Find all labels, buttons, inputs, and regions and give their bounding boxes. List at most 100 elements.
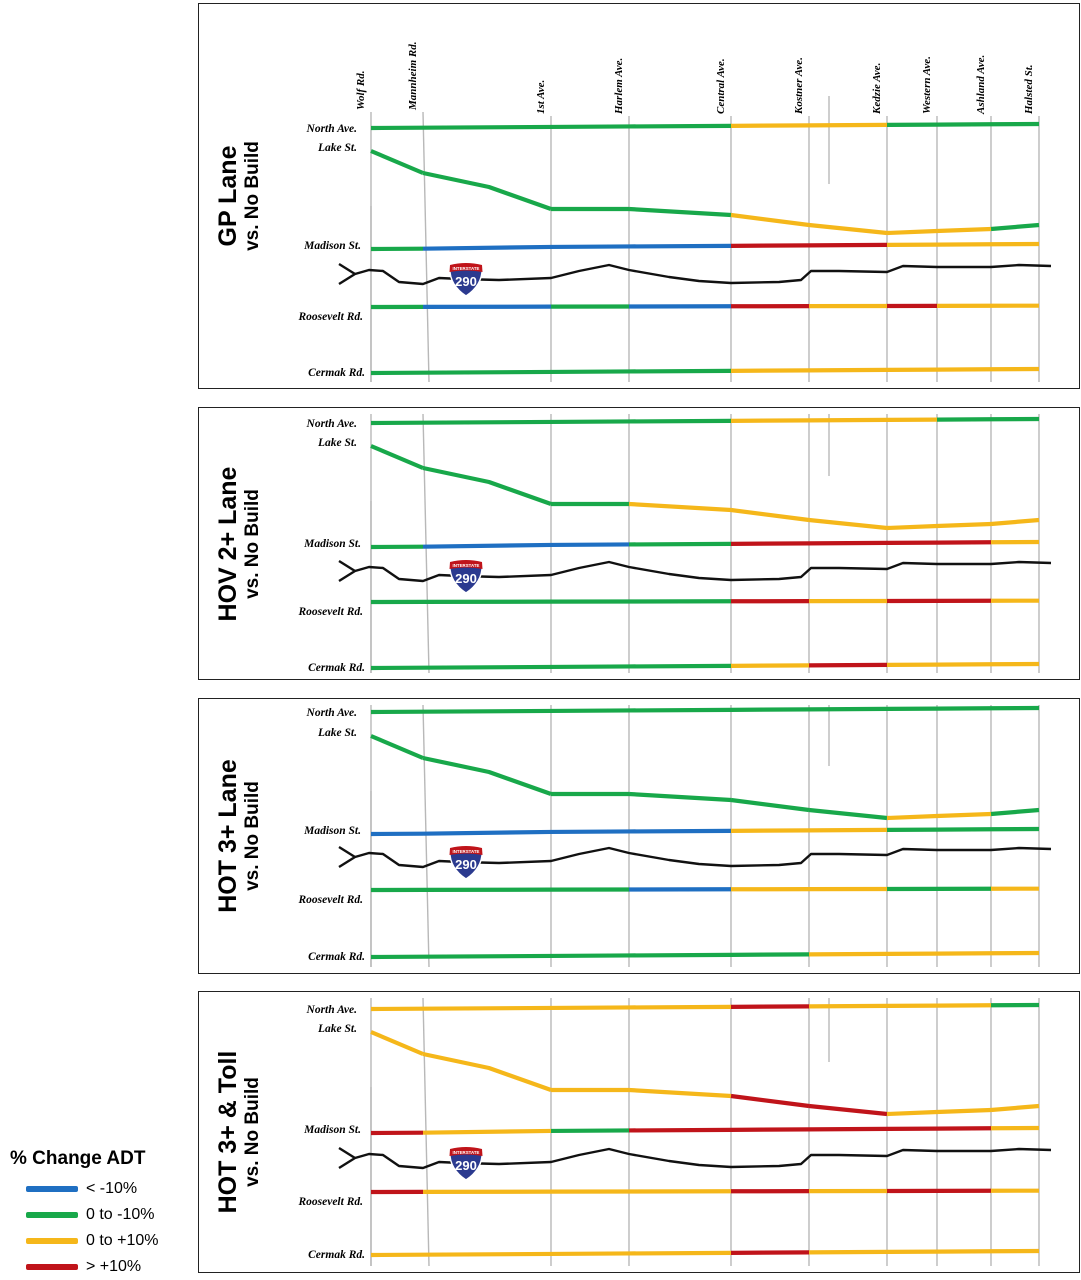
lake-st-segment — [991, 810, 1039, 814]
lake-st-segment — [887, 526, 937, 528]
lake-st-segment — [629, 1090, 731, 1096]
road-label-lake-st: Lake St. — [207, 1022, 357, 1036]
north-ave-segment — [629, 126, 731, 127]
street-label: Wolf Rd. — [355, 70, 367, 110]
street-label: Kedzie Ave. — [871, 63, 883, 114]
lake-st-segment — [423, 1054, 551, 1090]
madison-st-segment — [629, 831, 731, 832]
street-label: Western Ave. — [921, 56, 933, 114]
lake-st-segment — [731, 800, 809, 810]
lake-st-segment — [937, 524, 991, 526]
road-label-north-ave: North Ave. — [207, 122, 357, 136]
legend-swatch — [26, 1238, 78, 1244]
cermak-rd-segment — [423, 372, 551, 373]
shield-number: 290 — [455, 1158, 477, 1173]
interstate-shield-icon: INTERSTATE 290 — [447, 845, 485, 881]
lake-st-segment — [809, 520, 887, 528]
north-ave-segment — [629, 710, 731, 711]
road-label-cermak-rd: Cermak Rd. — [215, 1248, 365, 1262]
lake-st-segment — [937, 1110, 991, 1112]
road-label-roosevelt-rd: Roosevelt Rd. — [213, 893, 363, 907]
madison-st-segment — [423, 247, 551, 249]
road-label-north-ave: North Ave. — [207, 706, 357, 720]
legend-title: % Change ADT — [10, 1148, 190, 1170]
shield-band-text: INTERSTATE — [453, 849, 480, 854]
road-label-madison-st: Madison St. — [211, 537, 361, 551]
street-label: Ashland Ave. — [975, 55, 987, 114]
shield-band-text: INTERSTATE — [453, 563, 480, 568]
street-label: Harlem Ave. — [613, 58, 625, 114]
lake-st-segment — [887, 231, 937, 233]
lake-st-segment — [371, 736, 423, 758]
street-label: Mannheim Rd. — [407, 42, 419, 110]
lake-st-segment — [887, 816, 937, 818]
street-label: Central Ave. — [715, 58, 727, 114]
lake-st-segment — [937, 814, 991, 816]
legend: % Change ADT < -10% 0 to -10% 0 to +10% > +… — [10, 1148, 190, 1280]
madison-st-segment — [423, 832, 551, 834]
i290-freeway-line — [339, 264, 1051, 284]
legend-label: 0 to +10% — [86, 1232, 159, 1250]
road-label-roosevelt-rd: Roosevelt Rd. — [213, 1195, 363, 1209]
lake-st-segment — [423, 758, 551, 794]
cermak-rd-segment — [629, 371, 731, 372]
road-label-madison-st: Madison St. — [211, 824, 361, 838]
legend-swatch — [26, 1212, 78, 1218]
lake-st-segment — [731, 1096, 809, 1106]
north-ave-segment — [629, 421, 731, 422]
street-label: 1st Ave. — [535, 80, 547, 114]
shield-number: 290 — [455, 571, 477, 586]
lake-st-segment — [809, 810, 887, 818]
lake-st-segment — [809, 225, 887, 233]
street-label: Halsted St. — [1023, 64, 1035, 114]
road-label-cermak-rd: Cermak Rd. — [215, 661, 365, 675]
road-label-cermak-rd: Cermak Rd. — [215, 366, 365, 380]
corridor-map — [199, 4, 1078, 387]
lake-st-segment — [371, 151, 423, 173]
north-ave-segment — [423, 1008, 551, 1009]
interstate-shield-icon: INTERSTATE 290 — [447, 262, 485, 298]
north-ave-segment — [423, 711, 551, 712]
lake-st-segment — [887, 1112, 937, 1114]
i290-freeway-line — [339, 561, 1051, 581]
shield-band-text: INTERSTATE — [453, 266, 480, 271]
madison-st-segment — [629, 544, 731, 545]
i290-freeway-line — [339, 1148, 1051, 1168]
lake-st-segment — [423, 173, 551, 209]
road-label-lake-st: Lake St. — [207, 726, 357, 740]
street-line — [423, 705, 429, 967]
road-label-madison-st: Madison St. — [211, 239, 361, 253]
madison-st-segment — [423, 1131, 551, 1133]
road-label-roosevelt-rd: Roosevelt Rd. — [213, 310, 363, 324]
street-line — [423, 414, 429, 673]
cermak-rd-segment — [423, 956, 551, 957]
north-ave-segment — [629, 1007, 731, 1008]
legend-swatch — [26, 1264, 78, 1270]
legend-label: < -10% — [86, 1180, 137, 1198]
madison-st-segment — [629, 246, 731, 247]
interstate-shield-icon: INTERSTATE 290 — [447, 559, 485, 595]
shield-number: 290 — [455, 857, 477, 872]
legend-label: 0 to -10% — [86, 1206, 154, 1224]
legend-label: > +10% — [86, 1258, 141, 1276]
lake-st-segment — [809, 1106, 887, 1114]
lake-st-segment — [371, 446, 423, 468]
road-label-roosevelt-rd: Roosevelt Rd. — [213, 605, 363, 619]
shield-number: 290 — [455, 274, 477, 289]
madison-st-segment — [423, 545, 551, 547]
lake-st-segment — [629, 794, 731, 800]
legend-item: 0 to +10% — [10, 1228, 190, 1254]
lake-st-segment — [629, 504, 731, 510]
lake-st-segment — [937, 229, 991, 231]
road-label-cermak-rd: Cermak Rd. — [215, 950, 365, 964]
lake-st-segment — [371, 1032, 423, 1054]
shield-band-text: INTERSTATE — [453, 1150, 480, 1155]
legend-item: > +10% — [10, 1254, 190, 1280]
legend-item: 0 to -10% — [10, 1202, 190, 1228]
road-label-north-ave: North Ave. — [207, 1003, 357, 1017]
interstate-shield-icon: INTERSTATE 290 — [447, 1146, 485, 1182]
